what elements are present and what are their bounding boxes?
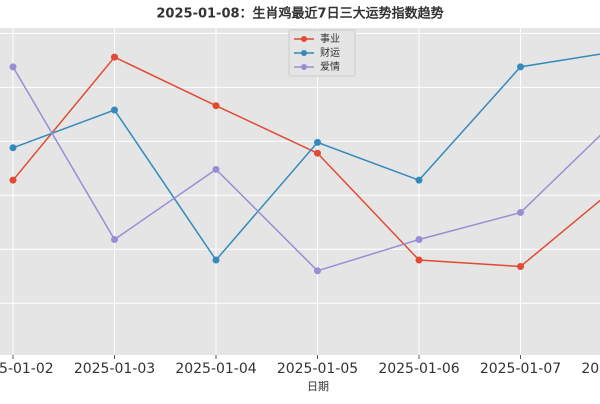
point <box>111 53 118 61</box>
x-axis-label: 日期 <box>307 380 329 393</box>
point <box>212 256 220 264</box>
point <box>212 102 220 110</box>
x-tick-label: 2025-01-07 <box>480 361 561 377</box>
legend-label: 财运 <box>320 46 340 59</box>
point <box>314 138 321 146</box>
point <box>9 63 17 71</box>
point <box>314 149 321 157</box>
point <box>111 106 118 114</box>
x-tick-label: 2025-01-08 <box>581 361 600 377</box>
point <box>9 144 17 152</box>
plot-area <box>0 28 600 355</box>
legend-label: 事业 <box>320 32 340 45</box>
point <box>415 236 423 244</box>
chart-title: 2025-01-08：生肖鸡最近7日三大运势指数趋势 <box>156 6 443 22</box>
x-tick-label: 2025-01-06 <box>378 361 459 377</box>
point <box>415 176 423 184</box>
point <box>517 63 524 71</box>
x-tick-label: 2025-01-04 <box>175 361 256 377</box>
point <box>517 263 524 271</box>
legend-marker <box>301 50 307 56</box>
x-tick-label: 2025-01-03 <box>74 361 155 377</box>
point <box>517 209 524 217</box>
point <box>212 165 220 173</box>
legend-marker <box>301 36 307 42</box>
point <box>9 176 17 184</box>
point <box>111 236 118 244</box>
legend-label: 爱情 <box>320 60 340 73</box>
point <box>314 267 321 275</box>
point <box>415 256 423 264</box>
x-tick-label: 2025-01-05 <box>277 361 358 377</box>
legend-marker <box>301 64 307 70</box>
x-tick-label: 2025-01-02 <box>0 361 54 377</box>
